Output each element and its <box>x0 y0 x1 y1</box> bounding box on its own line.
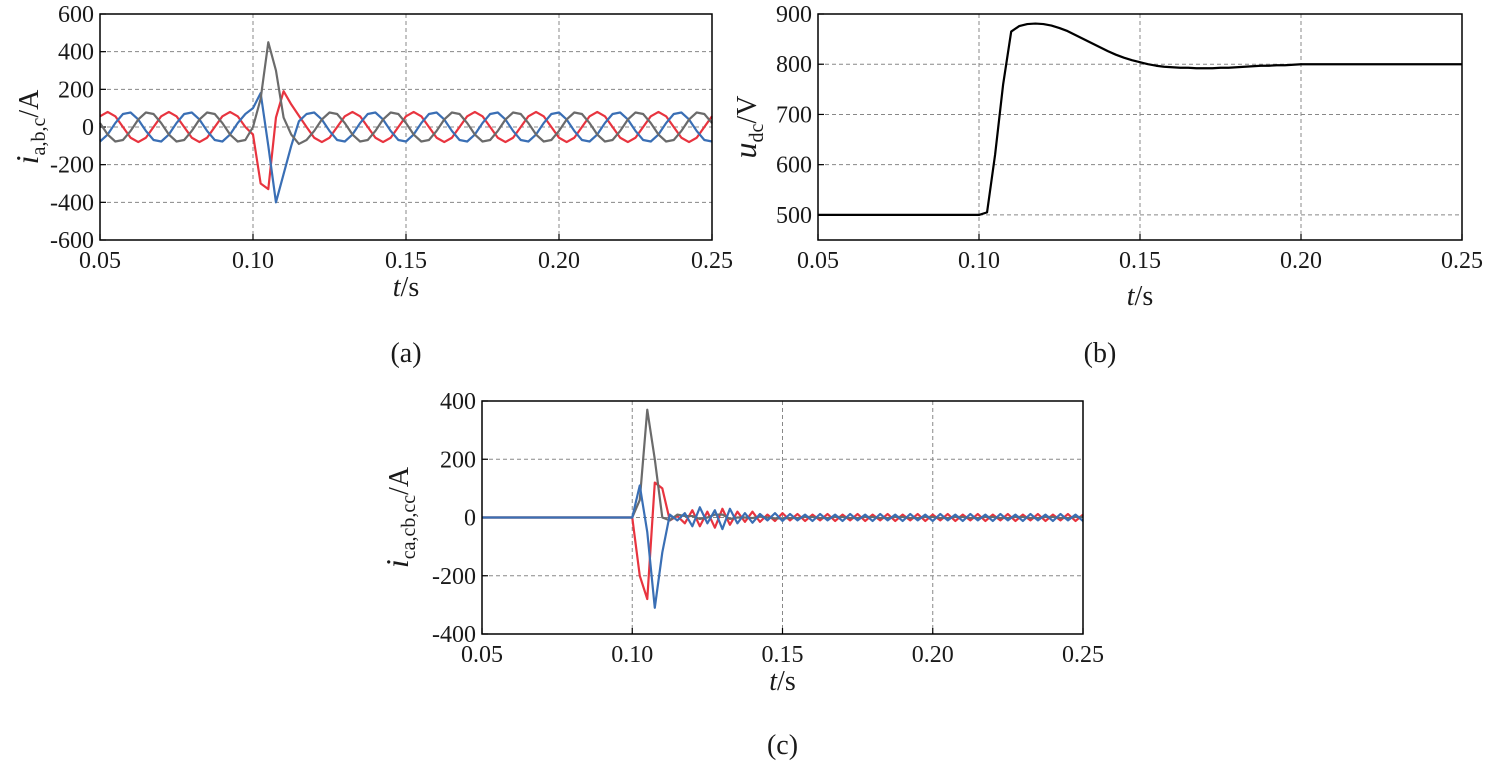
series-line <box>99 41 713 146</box>
x-tick-label: 0.10 <box>958 248 1000 274</box>
plot-frame <box>481 400 1084 635</box>
y-axis-label-unit: /A <box>14 89 45 118</box>
caption: (a) <box>390 338 421 369</box>
y-axis-label-sub: a,b,c <box>28 118 50 156</box>
x-axis-label-var: t <box>393 272 402 303</box>
y-axis-label-sub: ca,cb,cc <box>398 495 420 560</box>
x-tick-label: 0.05 <box>797 248 839 274</box>
y-tick-label: -200 <box>432 564 476 590</box>
subplot: 0.05 0.10 0.15 0.20 0.25 500 600 700 800 900 t/s ud… <box>727 2 1483 369</box>
series-line <box>99 90 713 191</box>
y-tick-label: -600 <box>50 228 94 254</box>
series-line <box>482 484 1084 609</box>
caption: (b) <box>1084 338 1117 369</box>
y-axis-label: ica,cb,cc/A <box>379 466 420 568</box>
x-axis-label: t/s <box>393 272 419 303</box>
x-axis-label: t/s <box>1127 281 1153 312</box>
subplot: 0.05 0.10 0.15 0.20 0.25 -400 -200 0 200 400 t/s ic… <box>379 389 1104 761</box>
x-tick-label: 0.25 <box>1441 248 1483 274</box>
y-tick-label: 200 <box>58 77 94 103</box>
y-tick-label: -400 <box>432 622 476 648</box>
x-axis-label-unit: /s <box>1135 281 1154 312</box>
x-axis-label-var: t <box>1127 281 1136 312</box>
x-tick-label: 0.15 <box>1119 248 1161 274</box>
x-tick-label: 0.25 <box>1062 642 1104 668</box>
y-axis-label-var: i <box>379 559 415 568</box>
x-tick-label: 0.20 <box>912 642 954 668</box>
y-axis-label-unit: /V <box>732 96 763 124</box>
y-tick-label: -200 <box>50 153 94 179</box>
x-tick-label: 0.10 <box>611 642 653 668</box>
y-tick-label: 600 <box>58 2 94 28</box>
x-tick-label: 0.25 <box>691 248 733 274</box>
series-line <box>818 22 1462 216</box>
y-axis-label-var: i <box>9 155 45 164</box>
x-axis-label-unit: /s <box>401 272 420 303</box>
caption: (c) <box>767 730 798 761</box>
x-tick-label: 0.10 <box>232 248 274 274</box>
x-tick-label: 0.05 <box>79 248 121 274</box>
x-tick-label: 0.20 <box>538 248 580 274</box>
y-axis-label-var: u <box>727 142 763 158</box>
plot-frame <box>817 13 1463 241</box>
series-line <box>99 92 713 204</box>
plot-frame <box>99 13 713 241</box>
y-tick-label: 200 <box>440 447 476 473</box>
y-tick-label: 0 <box>464 506 476 532</box>
x-axis-label-var: t <box>769 666 778 697</box>
x-tick-label: 0.20 <box>1280 248 1322 274</box>
y-tick-label: 0 <box>82 115 94 141</box>
y-axis-label: ia,b,c/A <box>9 89 50 164</box>
y-tick-label: 900 <box>776 2 812 28</box>
y-tick-label: 500 <box>776 203 812 229</box>
y-axis-label: udc/V <box>727 96 768 159</box>
y-axis-label-sub: dc <box>746 123 768 142</box>
y-tick-label: 600 <box>776 153 812 179</box>
x-axis-label: t/s <box>769 666 795 697</box>
y-tick-label: 400 <box>440 389 476 415</box>
x-tick-label: 0.15 <box>762 642 804 668</box>
y-tick-label: 800 <box>776 52 812 78</box>
x-axis-label-unit: /s <box>777 666 796 697</box>
y-tick-label: 700 <box>776 102 812 128</box>
y-axis-label-unit: /A <box>384 466 415 495</box>
subplot: 0.05 0.10 0.15 0.20 0.25 -600 -400 -200 0 200 400 6… <box>9 2 733 369</box>
x-tick-label: 0.05 <box>461 642 503 668</box>
y-tick-label: -400 <box>50 190 94 216</box>
y-tick-label: 400 <box>58 40 94 66</box>
x-tick-label: 0.15 <box>385 248 427 274</box>
